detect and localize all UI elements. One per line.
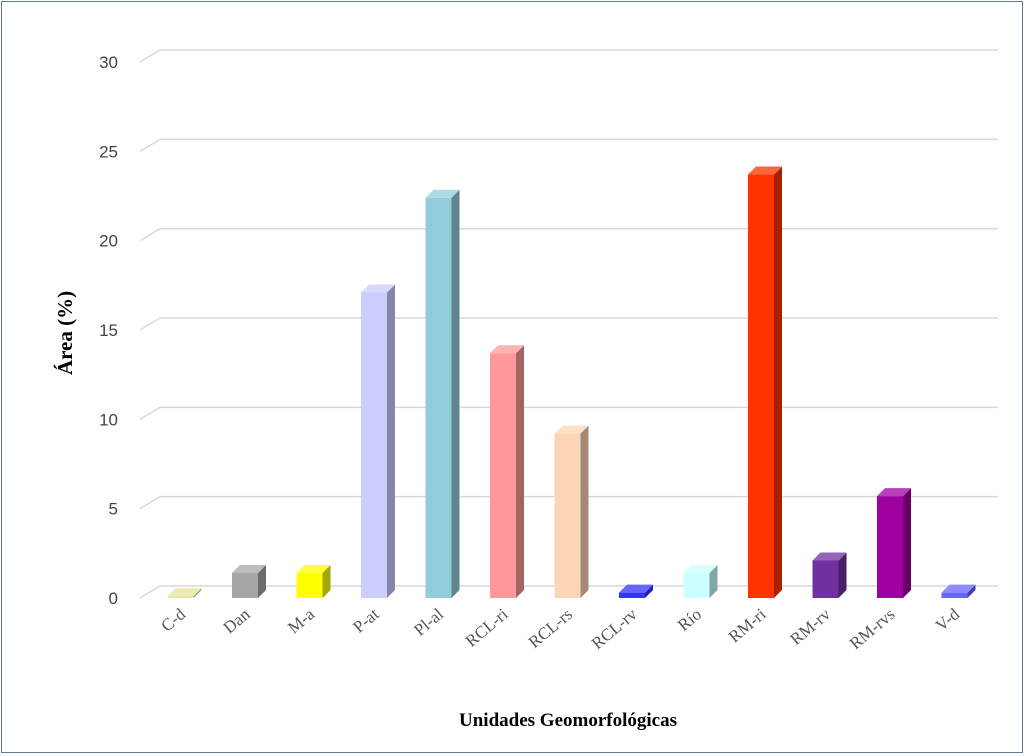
x-category-label: Dan <box>220 604 254 637</box>
gridline <box>139 495 998 510</box>
bar-front <box>812 560 839 598</box>
bar-front <box>425 197 452 598</box>
bar-front <box>296 572 323 598</box>
bar-side <box>193 588 202 598</box>
gridline <box>139 49 998 63</box>
gridline <box>139 585 998 599</box>
x-category-label: C-d <box>157 604 189 635</box>
bar-top <box>683 564 718 573</box>
bar-top <box>941 584 976 593</box>
x-category-label: RCL-rs <box>525 605 576 652</box>
x-category-label: M-a <box>284 604 318 637</box>
bar-RCL-rs <box>554 425 589 598</box>
y-tick-label: 25 <box>99 142 118 161</box>
bar-front <box>877 496 903 598</box>
bar-top <box>812 552 847 561</box>
bar-top <box>361 284 395 293</box>
y-tick-label: 15 <box>99 321 118 340</box>
bar-side <box>258 564 266 598</box>
bar-top <box>877 488 911 497</box>
bar-top <box>425 189 460 198</box>
y-tick-label: 10 <box>99 410 118 429</box>
bar-side <box>709 564 718 598</box>
bars <box>167 166 976 598</box>
bar-side <box>322 564 331 598</box>
bar-side <box>838 552 847 598</box>
x-category-label: RM-ri <box>725 604 770 646</box>
bar-top <box>490 345 524 354</box>
bar-front <box>748 174 774 598</box>
bar-M-a <box>296 564 331 598</box>
bar-RCL-ri <box>490 345 524 598</box>
y-tick-label: 30 <box>99 53 118 72</box>
x-category-label: RCL-ri <box>462 604 512 650</box>
y-axis-ticks: 0 5 10 15 20 25 30 <box>99 53 118 608</box>
bar-RCL-rv <box>619 584 653 598</box>
bar-front <box>361 292 387 598</box>
bar-P-at <box>361 284 395 598</box>
x-axis-label: Unidades Geomorfológicas <box>459 710 677 731</box>
y-tick-label: 20 <box>99 232 118 251</box>
x-category-label: Río <box>674 605 705 635</box>
gridline <box>139 406 998 420</box>
x-category-label: RCL-rv <box>588 604 641 653</box>
bar-RM-ri <box>748 166 782 598</box>
bar-front <box>490 353 516 598</box>
bar-top <box>296 564 331 573</box>
x-category-label: P-at <box>349 604 382 636</box>
bar-side <box>580 425 589 598</box>
bar-top <box>554 425 589 434</box>
bar-top <box>748 166 782 175</box>
bar-side <box>774 166 782 598</box>
y-tick-label: 5 <box>109 500 118 519</box>
bar-side <box>516 345 524 598</box>
y-axis-label: Área (%) <box>53 291 77 375</box>
bar-top <box>232 564 266 573</box>
bar-side <box>645 584 653 598</box>
x-category-label: RM-rv <box>786 604 834 649</box>
bar-front <box>619 592 645 598</box>
bar-Pl-al <box>425 189 460 598</box>
x-category-label: V-d <box>932 604 964 635</box>
bar-top <box>619 584 653 593</box>
gridline <box>139 317 998 331</box>
x-category-label: Pl-al <box>410 604 447 639</box>
bar-RM-rvs <box>877 488 911 598</box>
bar-side <box>451 189 460 598</box>
x-category-label: RM-rvs <box>846 605 899 654</box>
bar-V-d <box>941 584 976 598</box>
y-tick-label: 0 <box>109 589 118 608</box>
gridline <box>139 138 998 152</box>
gridlines <box>139 49 998 599</box>
bar-RM-rv <box>812 552 847 598</box>
bar-side <box>387 284 395 598</box>
bar-Río <box>683 564 718 598</box>
bar-front <box>941 592 968 598</box>
bar-front <box>232 572 258 598</box>
bar-front <box>167 596 194 598</box>
bar-Dan <box>232 564 266 598</box>
bar-side <box>967 584 976 598</box>
gridline <box>139 227 998 242</box>
bar-front <box>554 433 581 598</box>
bar-front <box>683 572 710 598</box>
bar-C-d <box>167 588 202 598</box>
bar-top <box>167 588 202 597</box>
bar-side <box>903 488 911 598</box>
x-axis-categories: C-d Dan M-a P-at Pl-al RCL-ri RCL-rs RCL-rv Río R… <box>157 604 963 653</box>
